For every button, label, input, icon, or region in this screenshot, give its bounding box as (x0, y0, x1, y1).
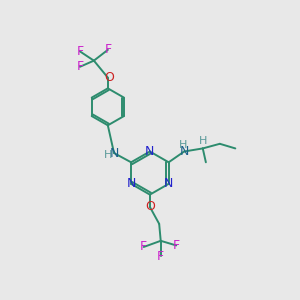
Text: F: F (140, 241, 147, 254)
Text: N: N (109, 146, 119, 160)
Text: O: O (145, 200, 155, 213)
Text: N: N (164, 177, 173, 190)
Text: F: F (173, 239, 180, 252)
Text: F: F (157, 250, 164, 263)
Text: F: F (76, 45, 83, 58)
Text: N: N (126, 177, 136, 190)
Text: H: H (103, 150, 112, 160)
Text: N: N (179, 145, 189, 158)
Text: H: H (200, 136, 208, 146)
Text: F: F (76, 60, 83, 73)
Text: H: H (179, 140, 188, 150)
Text: N: N (145, 145, 154, 158)
Text: O: O (104, 71, 114, 84)
Text: F: F (104, 44, 111, 56)
